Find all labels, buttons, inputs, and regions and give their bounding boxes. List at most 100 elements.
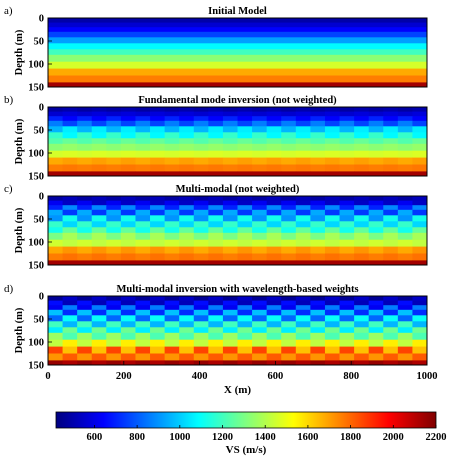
model-cell bbox=[310, 300, 326, 306]
model-layer bbox=[48, 54, 427, 63]
model-cell bbox=[48, 138, 63, 145]
model-cell bbox=[120, 120, 136, 127]
model-cell bbox=[106, 353, 122, 361]
model-cell bbox=[208, 260, 224, 266]
model-cell bbox=[135, 138, 151, 145]
model-cell bbox=[339, 111, 355, 117]
model-cell bbox=[252, 171, 268, 177]
model-cell bbox=[281, 296, 297, 301]
model-cell bbox=[339, 138, 355, 145]
model-cell bbox=[222, 126, 238, 133]
model-cell bbox=[106, 107, 122, 112]
model-cell bbox=[120, 200, 136, 206]
model-cell bbox=[150, 209, 166, 216]
model-cell bbox=[281, 332, 297, 341]
model-cell bbox=[383, 332, 399, 341]
model-cell bbox=[62, 107, 78, 112]
model-cell bbox=[310, 116, 326, 122]
model-cell bbox=[354, 157, 370, 165]
model-cell bbox=[164, 126, 180, 133]
model-cell bbox=[397, 305, 413, 311]
model-cell bbox=[77, 200, 93, 206]
model-cell bbox=[368, 300, 384, 306]
model-cell bbox=[48, 111, 63, 117]
model-cell bbox=[62, 209, 78, 216]
model-cell bbox=[295, 315, 311, 322]
model-cell bbox=[266, 157, 282, 165]
model-cell bbox=[295, 239, 311, 247]
model-cell bbox=[135, 157, 151, 165]
model-cell bbox=[62, 300, 78, 306]
model-cell bbox=[412, 205, 428, 211]
model-cell bbox=[412, 300, 428, 306]
model-cell bbox=[412, 138, 428, 145]
model-cell bbox=[48, 205, 63, 211]
model-cell bbox=[91, 339, 107, 347]
model-cell bbox=[310, 205, 326, 211]
model-cell bbox=[179, 143, 195, 152]
model-cell bbox=[368, 246, 384, 254]
model-cell bbox=[383, 132, 399, 139]
model-cell bbox=[252, 353, 268, 361]
model-cell bbox=[339, 321, 355, 328]
model-cell bbox=[266, 227, 282, 234]
model-cell bbox=[237, 120, 253, 127]
model-cell bbox=[354, 327, 370, 334]
model-cell bbox=[310, 339, 326, 347]
model-cell bbox=[295, 150, 311, 158]
model-cell bbox=[193, 215, 209, 222]
model-cell bbox=[208, 126, 224, 133]
model-cell bbox=[193, 260, 209, 266]
model-cell bbox=[222, 260, 238, 266]
model-cell bbox=[266, 132, 282, 139]
model-cell bbox=[164, 321, 180, 328]
model-cell bbox=[179, 209, 195, 216]
model-cell bbox=[354, 227, 370, 234]
model-cell bbox=[252, 215, 268, 222]
model-cell bbox=[222, 296, 238, 301]
model-cell bbox=[354, 116, 370, 122]
model-cell bbox=[135, 221, 151, 228]
model-cell bbox=[295, 205, 311, 211]
panel-letter: a) bbox=[4, 5, 13, 17]
model-cell bbox=[120, 353, 136, 361]
model-cell bbox=[412, 215, 428, 222]
model-cell bbox=[222, 164, 238, 172]
model-cell bbox=[48, 116, 63, 122]
model-cell bbox=[412, 315, 428, 322]
model-cell bbox=[150, 215, 166, 222]
model-cell bbox=[339, 227, 355, 234]
model-cell bbox=[281, 120, 297, 127]
model-cell bbox=[397, 150, 413, 158]
model-cell bbox=[324, 116, 340, 122]
model-cell bbox=[135, 120, 151, 127]
model-cell bbox=[281, 246, 297, 254]
model-cell bbox=[354, 143, 370, 152]
model-cell bbox=[106, 209, 122, 216]
model-cell bbox=[150, 346, 166, 354]
model-cell bbox=[397, 246, 413, 254]
x-tick-label: 1000 bbox=[417, 371, 438, 382]
model-cell bbox=[237, 332, 253, 341]
model-cell bbox=[135, 196, 151, 201]
model-cell bbox=[383, 116, 399, 122]
model-cell bbox=[62, 353, 78, 361]
model-cell bbox=[412, 327, 428, 334]
model-cell bbox=[412, 246, 428, 254]
model-cell bbox=[135, 143, 151, 152]
model-cell bbox=[91, 309, 107, 316]
model-cell bbox=[324, 300, 340, 306]
model-cell bbox=[281, 309, 297, 316]
model-cell bbox=[266, 260, 282, 266]
panel-letter: b) bbox=[4, 94, 14, 106]
model-cell bbox=[62, 205, 78, 211]
model-cell bbox=[120, 126, 136, 133]
model-cell bbox=[266, 353, 282, 361]
model-cell bbox=[354, 120, 370, 127]
model-cell bbox=[193, 126, 209, 133]
model-cell bbox=[383, 138, 399, 145]
model-cell bbox=[150, 221, 166, 228]
model-cell bbox=[295, 143, 311, 152]
model-cell bbox=[222, 315, 238, 322]
